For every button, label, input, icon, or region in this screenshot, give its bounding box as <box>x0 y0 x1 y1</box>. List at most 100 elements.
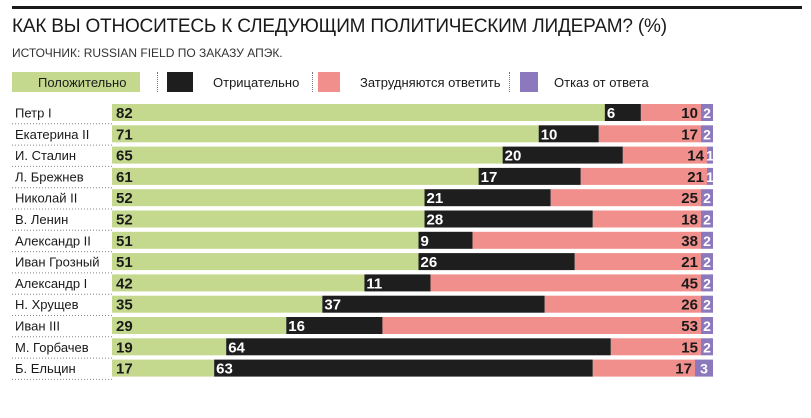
category-label: В. Ленин <box>15 212 68 227</box>
bar-segment-undecided <box>550 189 701 207</box>
bar-segment-undecided <box>622 146 707 164</box>
data-label-refused: 2 <box>703 190 711 206</box>
data-label-negative: 20 <box>505 148 522 165</box>
data-label-negative: 63 <box>216 361 233 378</box>
bar-segment-refused <box>700 338 713 356</box>
data-label-positive: 51 <box>116 233 133 250</box>
data-label-refused: 2 <box>703 212 711 228</box>
bar-segment-negative <box>214 359 593 377</box>
bar-segment-positive <box>112 295 323 313</box>
legend-label-refused: Отказ от ответа <box>554 74 649 90</box>
data-label-negative: 21 <box>427 190 444 207</box>
legend-divider <box>509 72 511 92</box>
bar-segment-undecided <box>382 317 701 334</box>
data-label-positive: 29 <box>116 318 133 335</box>
legend-swatch-undecided <box>318 72 340 92</box>
legend-swatch-positive <box>12 72 140 92</box>
bar-segment-undecided <box>592 359 695 377</box>
data-label-refused: 2 <box>703 297 711 313</box>
bar-segment-positive <box>112 189 425 207</box>
data-label-refused: 1 <box>706 169 714 185</box>
category-label: Б. Ельцин <box>15 361 76 376</box>
category-label: Иван III <box>15 319 60 334</box>
bar-segment-negative <box>286 317 383 334</box>
category-label: Александр II <box>15 233 91 248</box>
bar-segment-undecided <box>640 104 701 121</box>
bar-segment-positive <box>112 146 503 164</box>
data-label-positive: 35 <box>116 297 133 314</box>
data-label-negative: 17 <box>481 169 498 186</box>
data-label-refused: 2 <box>703 105 711 121</box>
bar-segment-refused <box>700 125 713 143</box>
data-label-negative: 16 <box>288 318 305 335</box>
data-label-positive: 65 <box>116 148 133 165</box>
bar-segment-positive <box>112 274 365 292</box>
data-label-refused: 2 <box>703 275 711 291</box>
data-label-undecided: 38 <box>681 233 698 250</box>
category-label: М. Горбачев <box>15 340 89 355</box>
data-label-undecided: 25 <box>681 190 698 207</box>
data-label-negative: 26 <box>421 254 438 271</box>
legend-label-undecided: Затрудняются ответить <box>360 74 501 90</box>
category-label: Л. Брежнев <box>15 169 84 184</box>
data-label-positive: 42 <box>116 275 133 292</box>
data-label-refused: 2 <box>703 233 711 249</box>
bar-segment-positive <box>112 359 215 377</box>
data-label-undecided: 15 <box>681 339 698 356</box>
bar-segment-refused <box>700 295 713 313</box>
bar-segment-refused <box>700 253 713 271</box>
data-label-negative: 64 <box>228 339 245 356</box>
data-label-refused: 1 <box>706 148 714 164</box>
category-label: Иван Грозный <box>15 255 100 270</box>
data-label-positive: 52 <box>116 212 133 229</box>
legend-label-negative: Отрицательно <box>213 74 300 90</box>
bar-segment-undecided <box>580 167 707 185</box>
bar-segment-negative <box>538 125 599 143</box>
data-label-positive: 82 <box>116 105 133 122</box>
data-label-undecided: 14 <box>687 148 704 165</box>
bar-segment-refused <box>700 231 713 249</box>
legend-item-undecided: Затрудняются ответить <box>318 72 501 92</box>
bar-segment-negative <box>226 338 611 356</box>
data-label-positive: 51 <box>116 254 133 271</box>
data-label-refused: 2 <box>703 339 711 355</box>
legend-item-negative: Отрицательно <box>167 72 299 92</box>
data-label-negative: 11 <box>366 275 382 292</box>
bar-segment-refused <box>700 274 713 292</box>
category-label: Н. Хрущев <box>15 297 79 312</box>
bar-segment-positive <box>112 338 227 356</box>
bar-segment-negative <box>478 167 581 185</box>
data-label-positive: 19 <box>116 339 133 356</box>
bar-segment-positive <box>112 125 539 143</box>
legend-item-positive: Положительно <box>12 72 140 92</box>
bar-segment-negative <box>418 253 575 271</box>
legend-swatch-refused <box>520 72 538 92</box>
data-label-positive: 71 <box>116 126 133 143</box>
data-label-refused: 2 <box>703 254 711 270</box>
data-label-undecided: 17 <box>681 126 698 143</box>
bar-segment-negative <box>364 274 431 292</box>
legend-divider <box>157 72 159 92</box>
data-label-undecided: 45 <box>681 275 698 292</box>
bar-segment-negative <box>604 104 641 121</box>
bar-segment-undecided <box>592 210 701 228</box>
data-label-positive: 52 <box>116 190 133 207</box>
data-label-refused: 2 <box>703 318 711 334</box>
category-label: Александр I <box>15 276 87 291</box>
data-label-undecided: 53 <box>681 318 698 335</box>
bar-segment-undecided <box>544 295 701 313</box>
bar-segment-undecided <box>472 231 701 249</box>
bar-segment-refused <box>700 210 713 228</box>
bar-segment-positive <box>112 167 479 185</box>
bar-segment-negative <box>418 231 473 249</box>
data-label-negative: 10 <box>541 126 558 143</box>
bar-segment-positive <box>112 210 425 228</box>
bar-segment-undecided <box>598 125 701 143</box>
data-label-negative: 9 <box>421 233 429 250</box>
bar-segment-refused <box>700 189 713 207</box>
bar-segment-positive <box>112 317 287 334</box>
bar-segment-undecided <box>430 274 701 292</box>
data-label-undecided: 10 <box>681 105 698 122</box>
chart-title: КАК ВЫ ОТНОСИТЕСЬ К СЛЕДУЮЩИМ ПОЛИТИЧЕСК… <box>12 16 667 37</box>
